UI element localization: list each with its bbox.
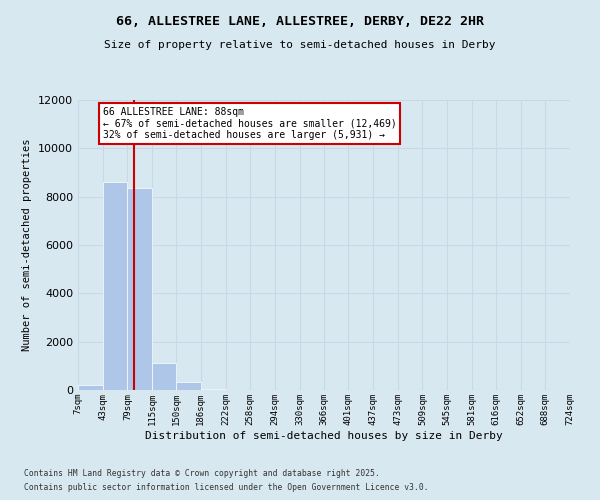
Bar xyxy=(176,382,201,390)
Bar xyxy=(127,188,152,390)
Bar xyxy=(78,385,103,390)
Text: 66 ALLESTREE LANE: 88sqm
← 67% of semi-detached houses are smaller (12,469)
32% : 66 ALLESTREE LANE: 88sqm ← 67% of semi-d… xyxy=(103,108,397,140)
Text: Contains HM Land Registry data © Crown copyright and database right 2025.: Contains HM Land Registry data © Crown c… xyxy=(24,468,380,477)
Text: 66, ALLESTREE LANE, ALLESTREE, DERBY, DE22 2HR: 66, ALLESTREE LANE, ALLESTREE, DERBY, DE… xyxy=(116,15,484,28)
Y-axis label: Number of semi-detached properties: Number of semi-detached properties xyxy=(22,138,32,352)
Bar xyxy=(201,389,226,390)
Text: Contains public sector information licensed under the Open Government Licence v3: Contains public sector information licen… xyxy=(24,484,428,492)
Bar xyxy=(103,182,127,390)
X-axis label: Distribution of semi-detached houses by size in Derby: Distribution of semi-detached houses by … xyxy=(145,430,503,440)
Text: Size of property relative to semi-detached houses in Derby: Size of property relative to semi-detach… xyxy=(104,40,496,50)
Bar xyxy=(152,364,176,390)
